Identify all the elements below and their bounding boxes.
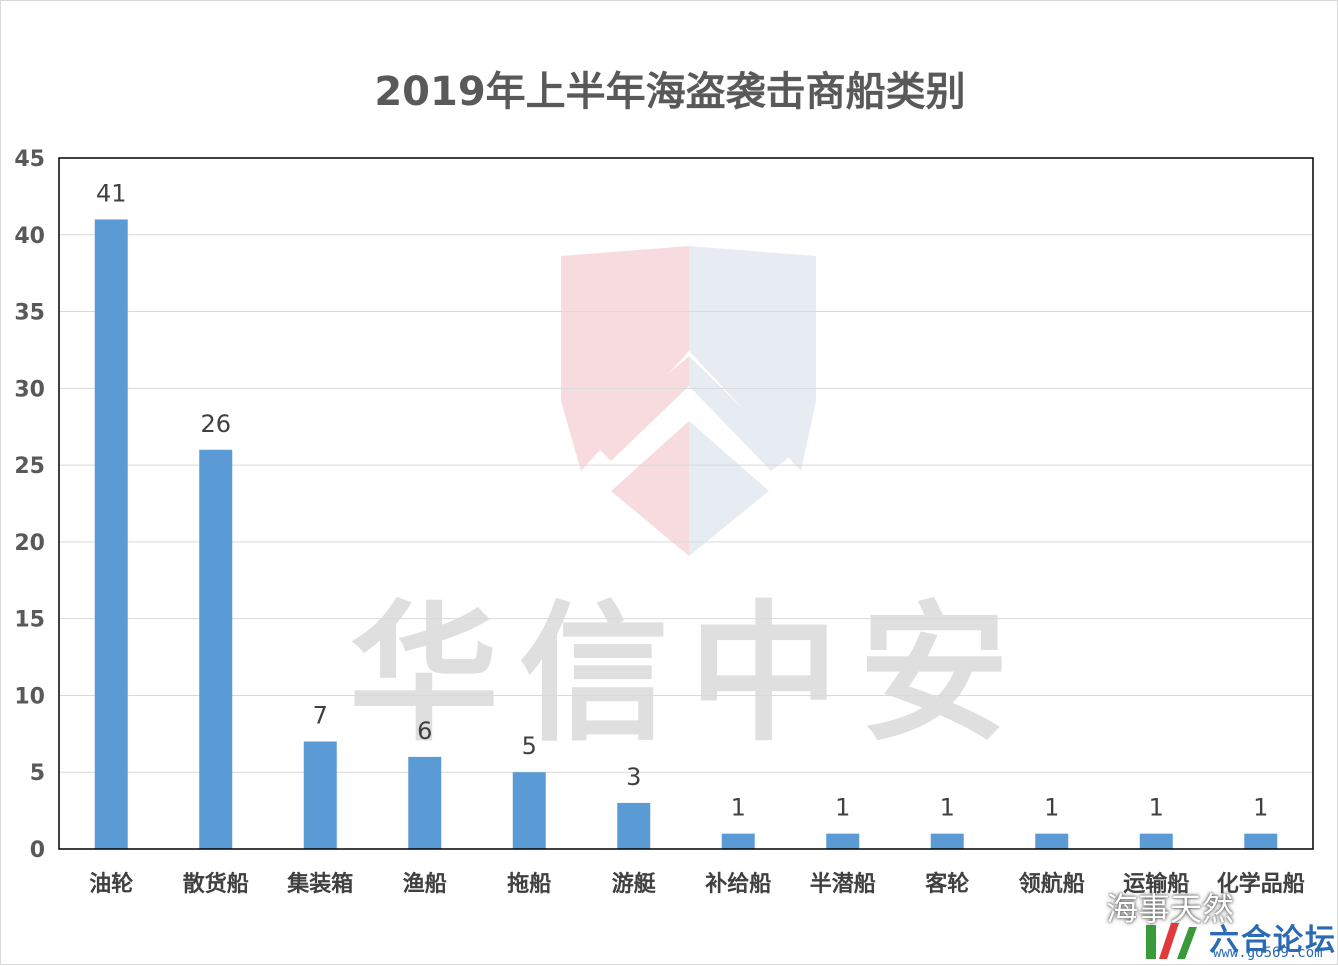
y-tick-label: 40 — [14, 224, 45, 249]
bar — [930, 833, 964, 849]
bar — [617, 802, 651, 849]
data-label: 41 — [96, 179, 127, 207]
watermark-text: 华信中安 — [349, 588, 1029, 762]
y-tick-label: 5 — [30, 761, 45, 786]
category-label: 半潜船 — [810, 871, 876, 897]
y-tick-label: 20 — [14, 531, 45, 556]
bar — [512, 772, 546, 849]
chart-title: 2019年上半年海盗袭击商船类别 — [374, 69, 966, 115]
gridlines — [59, 157, 1313, 850]
data-label: 7 — [313, 702, 328, 730]
bar — [303, 741, 337, 849]
data-label: 1 — [1253, 794, 1268, 822]
bars — [94, 219, 1278, 849]
forum-mark-icon — [1146, 923, 1197, 959]
x-axis-categories: 油轮 散货船 集装箱 渔船 拖船 游艇 补给船 半潜船 客轮 领航船 运输船 化学品船 — [89, 871, 1305, 897]
data-label: 1 — [940, 794, 955, 822]
category-label: 游艇 — [612, 871, 656, 897]
data-label: 1 — [1149, 794, 1164, 822]
category-label: 客轮 — [925, 871, 969, 897]
y-axis-ticks: 0 5 10 15 20 25 30 35 40 45 — [14, 147, 45, 863]
y-tick-label: 15 — [14, 608, 45, 633]
bar — [826, 833, 860, 849]
forum-logo: 六合论坛 www.go569.com — [1141, 913, 1335, 963]
category-label: 运输船 — [1123, 871, 1189, 897]
forum-name: 六合论坛 — [1209, 923, 1337, 958]
bar — [1244, 833, 1278, 849]
y-tick-label: 25 — [14, 454, 45, 479]
plot-border — [58, 157, 1314, 850]
y-tick-label: 45 — [14, 147, 45, 172]
category-label: 油轮 — [89, 871, 133, 897]
data-label: 1 — [1044, 794, 1059, 822]
category-label: 散货船 — [183, 871, 249, 897]
watermark-logo — [561, 246, 816, 556]
bar — [1035, 833, 1069, 849]
category-label: 领航船 — [1019, 871, 1085, 897]
data-label: 1 — [731, 794, 746, 822]
data-labels: 41 26 7 6 5 3 1 1 1 1 1 1 — [96, 179, 1268, 821]
forum-url: www.go569.com — [1213, 945, 1323, 961]
data-label: 26 — [200, 410, 231, 438]
wechat-watermark: 海事天然 — [1106, 890, 1235, 928]
data-label: 3 — [626, 763, 641, 791]
y-tick-label: 30 — [14, 377, 45, 402]
bar — [199, 449, 233, 849]
y-tick-label: 35 — [14, 301, 45, 326]
data-label: 6 — [417, 717, 432, 745]
category-label: 渔船 — [403, 871, 447, 897]
data-label: 5 — [522, 732, 537, 760]
y-tick-label: 10 — [14, 684, 45, 709]
data-label: 1 — [835, 794, 850, 822]
category-label: 补给船 — [704, 871, 771, 897]
category-label: 化学品船 — [1217, 871, 1305, 897]
y-tick-label: 0 — [30, 838, 45, 863]
bar — [721, 833, 755, 849]
category-label: 集装箱 — [286, 871, 353, 897]
bar — [94, 219, 128, 849]
category-label: 拖船 — [507, 871, 551, 897]
bar — [1139, 833, 1173, 849]
bar — [408, 756, 442, 849]
